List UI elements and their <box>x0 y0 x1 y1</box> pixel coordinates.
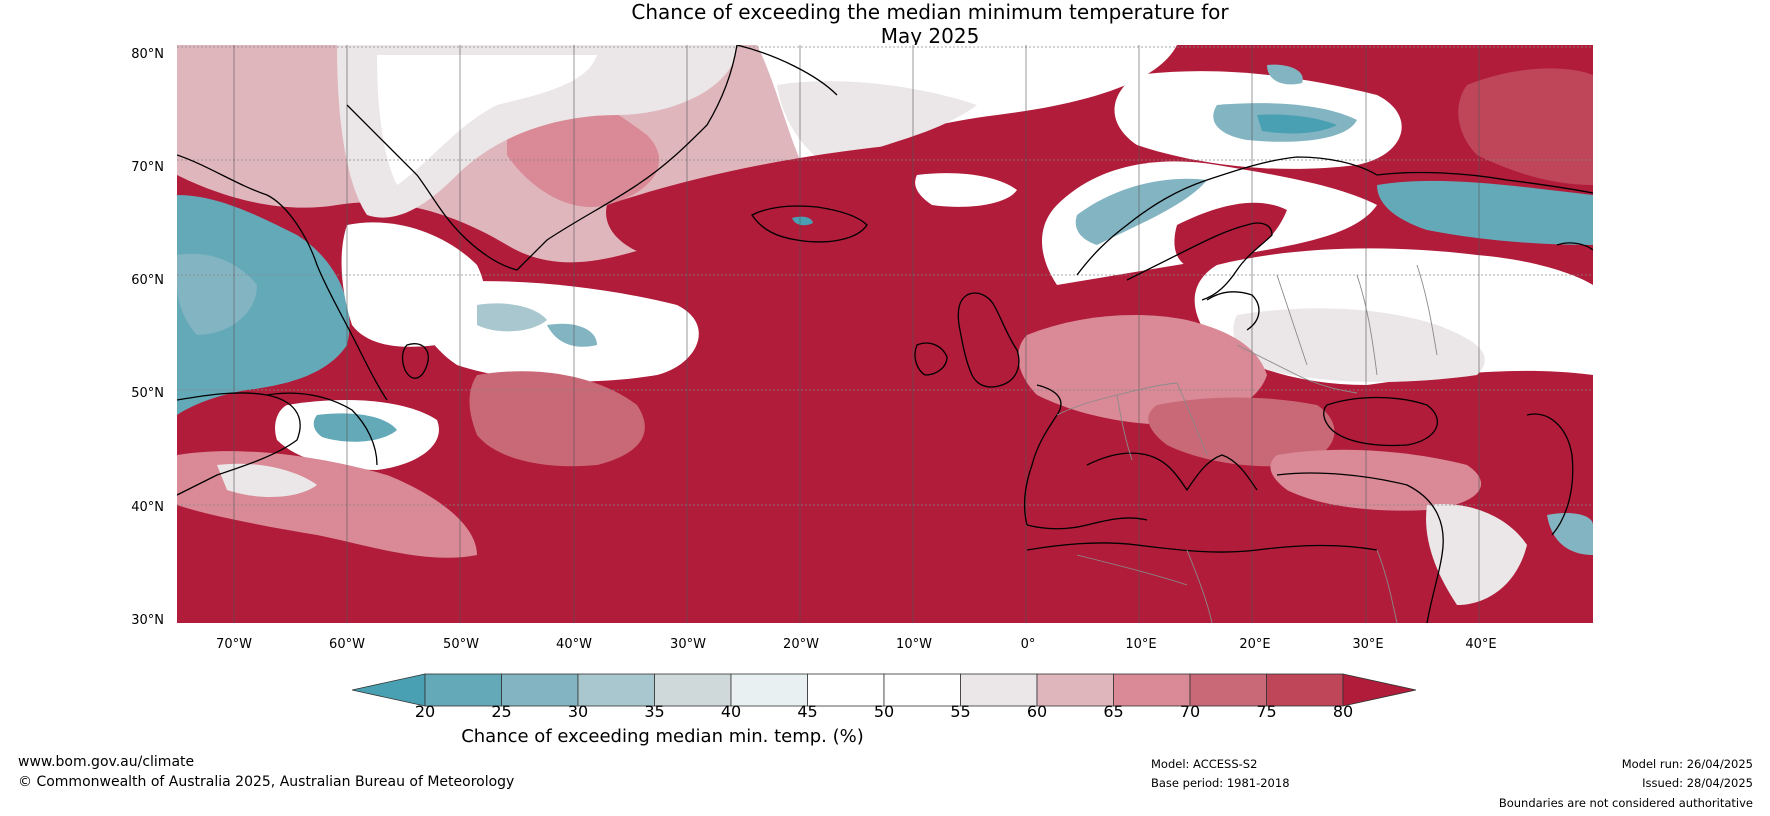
iceland-teal <box>792 216 813 226</box>
labrador-teal-zone <box>177 195 350 415</box>
footer-model-run: Model run: 26/04/2025 <box>1621 757 1753 771</box>
lon-tick-70w: 70°W <box>216 637 252 652</box>
lon-tick-50w: 50°W <box>443 637 479 652</box>
country-boundaries <box>1056 264 1438 623</box>
barents-teal-core <box>1257 114 1337 134</box>
grand-banks-teal-2 <box>547 323 597 347</box>
colorbar-cell <box>1113 673 1191 707</box>
coastlines <box>177 45 1593 623</box>
lat-tick-30n: 30°N <box>131 613 164 628</box>
greenland-white-zone <box>377 55 597 185</box>
footer-disclaimer: Boundaries are not considered authoritat… <box>1498 796 1753 810</box>
colorbar-cell <box>883 673 961 707</box>
title-line-1: Chance of exceeding the median minimum t… <box>631 0 1229 24</box>
colorbar-cell <box>424 673 502 707</box>
footer-base-period: Base period: 1981-2018 <box>1151 776 1290 790</box>
map-svg <box>177 45 1593 623</box>
lon-tick-30e: 30°E <box>1352 637 1384 652</box>
colorbar <box>352 673 1417 707</box>
colorbar-tick-label: 25 <box>491 702 512 721</box>
colorbar-label: Chance of exceeding median min. temp. (%… <box>461 726 864 747</box>
colorbar-cells <box>352 673 1417 707</box>
iceland-red-band <box>606 143 1077 255</box>
footer-issued: Issued: 28/04/2025 <box>1642 776 1753 790</box>
arctic-light-grey <box>777 81 977 165</box>
lon-tick-10w: 10°W <box>896 637 932 652</box>
middle-east-white <box>1426 504 1527 605</box>
colorbar-cell <box>501 673 579 707</box>
caspian-teal <box>1547 513 1593 555</box>
balkans-pink <box>1148 397 1335 467</box>
iceland-white <box>915 173 1017 207</box>
colorbar-cell <box>654 673 732 707</box>
lon-tick-20w: 20°W <box>783 637 819 652</box>
turkey-pink <box>1270 449 1482 511</box>
russia-light-grey <box>1233 308 1485 382</box>
meridians <box>233 45 1480 623</box>
colorbar-tick-label: 65 <box>1103 702 1124 721</box>
chart-title: Chance of exceeding the median minimum t… <box>0 0 1770 48</box>
lat-tick-60n: 60°N <box>131 273 164 288</box>
colorbar-tick-label: 55 <box>950 702 971 721</box>
footer-model: Model: ACCESS-S2 <box>1151 757 1258 771</box>
lon-tick-30w: 30°W <box>670 637 706 652</box>
colorbar-tick-label: 20 <box>414 702 436 721</box>
lat-tick-70n: 70°N <box>131 160 164 175</box>
lon-tick-40e: 40°E <box>1465 637 1497 652</box>
probability-map <box>177 45 1593 623</box>
gulf-stream-teal <box>313 413 397 442</box>
graticule <box>177 46 1593 506</box>
lon-tick-10e: 10°E <box>1125 637 1157 652</box>
svalbard-teal <box>1267 64 1303 85</box>
lon-tick-40w: 40°W <box>556 637 592 652</box>
scandinavia-teal <box>1075 178 1207 245</box>
lon-tick-20e: 20°E <box>1239 637 1271 652</box>
lon-tick-60w: 60°W <box>329 637 365 652</box>
colorbar-cell <box>730 673 808 707</box>
colorbar-tick-label: 30 <box>567 702 589 721</box>
grand-banks-teal-1 <box>477 303 547 332</box>
colorbar-tick-label: 40 <box>720 702 742 721</box>
finland-red <box>1174 202 1287 271</box>
colorbar-tick-label: 70 <box>1179 702 1201 721</box>
colorbar-tick-label: 75 <box>1256 702 1277 721</box>
kola-teal <box>1377 180 1593 245</box>
colorbar-cell <box>807 673 885 707</box>
footer-website: www.bom.gov.au/climate <box>18 754 195 770</box>
colorbar-cell <box>1266 673 1344 707</box>
sargasso-white <box>217 463 317 497</box>
colorbar-tick-label: 50 <box>873 702 895 721</box>
central-europe-mid <box>1018 315 1267 425</box>
mid-atlantic-pink <box>469 371 645 467</box>
lon-tick-0: 0° <box>1020 637 1036 652</box>
lat-tick-80n: 80°N <box>131 47 164 62</box>
lat-tick-50n: 50°N <box>131 386 164 401</box>
colorbar-tick-label: 45 <box>797 702 818 721</box>
colorbar-cell <box>577 673 655 707</box>
colorbar-extend-high <box>1342 673 1417 707</box>
nw-russia-red <box>1458 68 1593 185</box>
colorbar-tick-label: 80 <box>1332 702 1354 721</box>
hudson-teal <box>177 253 257 335</box>
footer-copyright: © Commonwealth of Australia 2025, Austra… <box>18 774 515 790</box>
lat-tick-40n: 40°N <box>131 500 164 515</box>
colorbar-tick-label: 35 <box>644 702 665 721</box>
title-line-2: May 2025 <box>880 24 980 48</box>
colorbar-tick-label: 60 <box>1026 702 1048 721</box>
